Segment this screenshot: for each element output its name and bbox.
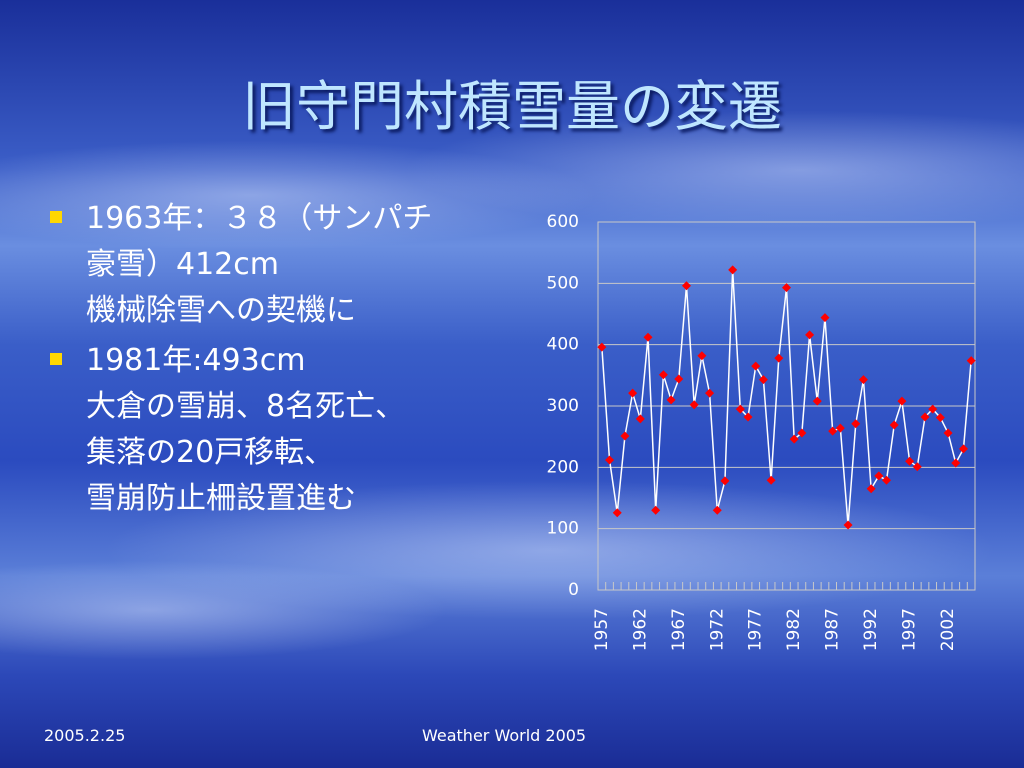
data-marker: [643, 332, 653, 342]
bullet: 1963年：３８（サンパチ 豪雪）412cm 機械除雪への契機に: [48, 196, 488, 334]
data-marker: [905, 456, 915, 466]
bullet-line: 大倉の雪崩、8名死亡、: [86, 389, 406, 424]
data-marker: [720, 476, 730, 486]
x-tick-label: 1987: [823, 608, 843, 651]
y-tick-label: 0: [568, 580, 579, 600]
slide-title: 旧守門村積雪量の変遷: [242, 75, 782, 138]
data-marker: [743, 412, 753, 422]
data-marker: [920, 412, 930, 422]
data-marker: [751, 361, 761, 371]
data-marker: [620, 431, 630, 441]
data-marker: [835, 423, 845, 433]
data-marker: [674, 374, 684, 384]
data-marker: [666, 395, 676, 405]
data-marker: [843, 520, 853, 530]
x-tick-label: 1957: [592, 608, 612, 651]
data-marker: [935, 413, 945, 423]
data-marker: [597, 342, 607, 352]
data-marker: [874, 471, 884, 481]
data-marker: [735, 404, 745, 414]
data-marker: [851, 419, 861, 429]
x-tick-label: 1972: [707, 608, 727, 651]
bullet-line: 機械除雪への契機に: [86, 293, 356, 328]
bullet-line: 1963年：３８（サンパチ: [86, 201, 433, 236]
data-marker: [681, 281, 691, 291]
data-marker: [635, 414, 645, 424]
data-marker: [866, 484, 876, 494]
data-marker: [805, 330, 815, 340]
data-marker: [689, 400, 699, 410]
data-marker: [889, 420, 899, 430]
bullet-line: 豪雪）412cm: [86, 247, 279, 282]
data-marker: [928, 404, 938, 414]
x-tick-label: 1977: [746, 608, 766, 651]
data-marker: [766, 475, 776, 485]
data-line: [601, 269, 972, 526]
data-marker: [774, 353, 784, 363]
bullet: 1981年:493cm 大倉の雪崩、8名死亡、 集落の20戸移転、 雪崩防止柵設置進む: [48, 338, 488, 522]
x-tick-label: 1962: [630, 608, 650, 651]
bullet-list: 1963年：３８（サンパチ 豪雪）412cm 機械除雪への契機に 1981年:493c…: [48, 196, 488, 526]
data-marker: [966, 356, 976, 366]
data-marker: [758, 375, 768, 385]
data-marker: [812, 396, 822, 406]
data-marker: [605, 455, 615, 465]
data-marker: [912, 462, 922, 472]
data-marker: [628, 388, 638, 398]
y-tick-label: 600: [547, 212, 579, 232]
data-marker: [712, 505, 722, 515]
y-tick-label: 500: [547, 273, 579, 293]
data-marker: [658, 370, 668, 380]
data-marker: [705, 388, 715, 398]
data-marker: [651, 505, 661, 515]
data-marker: [797, 428, 807, 438]
data-marker: [697, 351, 707, 361]
data-marker: [728, 265, 738, 275]
x-tick-label: 2002: [938, 608, 958, 651]
y-tick-label: 200: [547, 457, 579, 477]
bullet-line: 集落の20戸移転、: [86, 435, 335, 470]
y-tick-label: 400: [547, 335, 579, 355]
data-marker: [858, 375, 868, 385]
data-marker: [820, 313, 830, 323]
data-marker: [958, 444, 968, 454]
data-marker: [782, 283, 791, 293]
y-tick-label: 300: [547, 396, 579, 416]
data-marker: [789, 434, 799, 444]
x-tick-label: 1997: [900, 608, 920, 651]
data-marker: [828, 426, 838, 436]
x-tick-label: 1967: [669, 608, 689, 651]
data-marker: [882, 475, 892, 485]
y-tick-label: 100: [547, 519, 579, 539]
x-tick-label: 1992: [861, 608, 881, 651]
bullet-line: 1981年:493cm: [86, 343, 306, 378]
x-tick-label: 1982: [784, 608, 804, 651]
footer-event: Weather World 2005: [422, 726, 587, 745]
footer-date: 2005.2.25: [44, 726, 126, 745]
data-marker: [943, 428, 953, 438]
bullet-line: 雪崩防止柵設置進む: [86, 481, 356, 516]
data-marker: [897, 396, 907, 406]
data-marker: [612, 508, 622, 518]
data-marker: [951, 458, 961, 468]
